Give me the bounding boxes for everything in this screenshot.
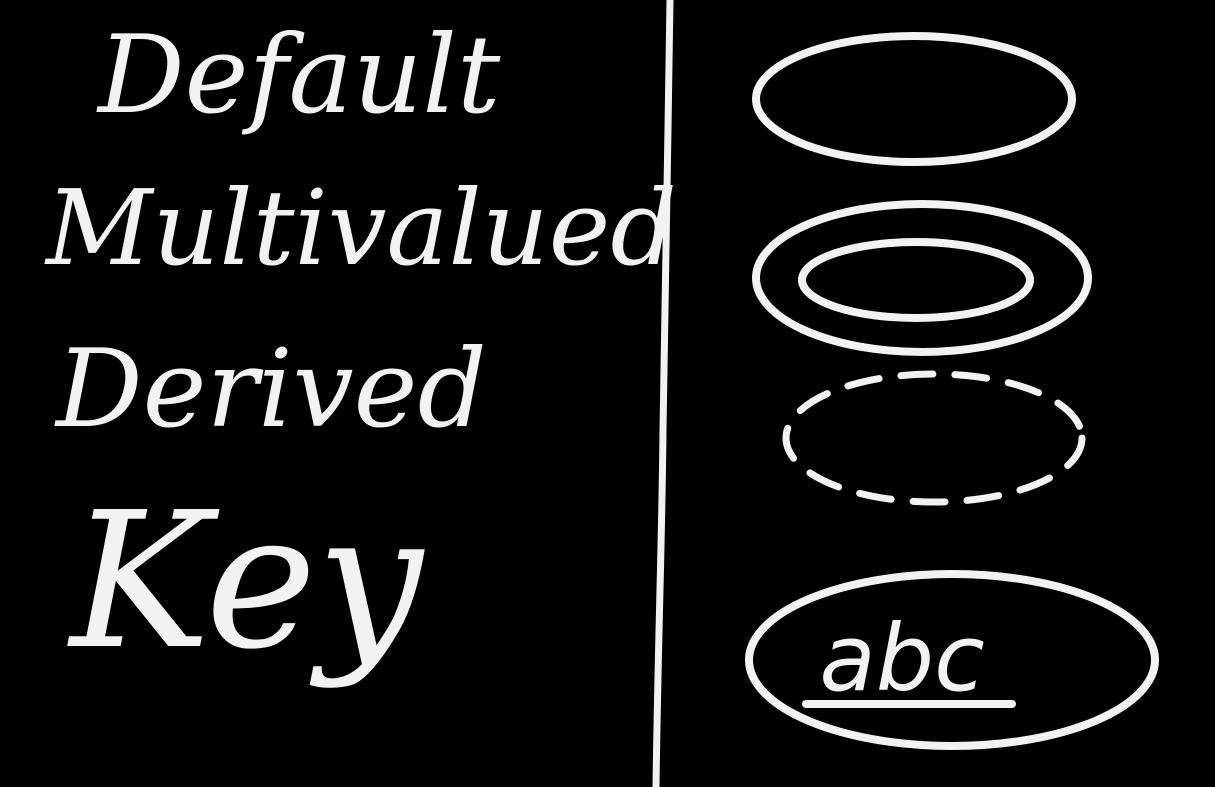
default-attribute-ellipse [752,32,1076,166]
label-default-attribute: Default [98,13,501,138]
key-outer-ellipse [745,570,1159,750]
key-attribute-ellipse [745,570,1159,750]
multivalued-attribute-ellipse [752,200,1092,356]
multivalued-outer-ellipse [752,200,1092,356]
label-derived-attribute: Derived [56,327,487,452]
label-multivalued-attribute: Multivalued [46,167,677,289]
key-symbol-text: abc [819,605,984,712]
derived-attribute-dashed-ellipse [782,370,1086,506]
label-key-attribute: Key [70,472,423,691]
column-divider [652,0,674,787]
multivalued-inner-ellipse [798,238,1034,322]
